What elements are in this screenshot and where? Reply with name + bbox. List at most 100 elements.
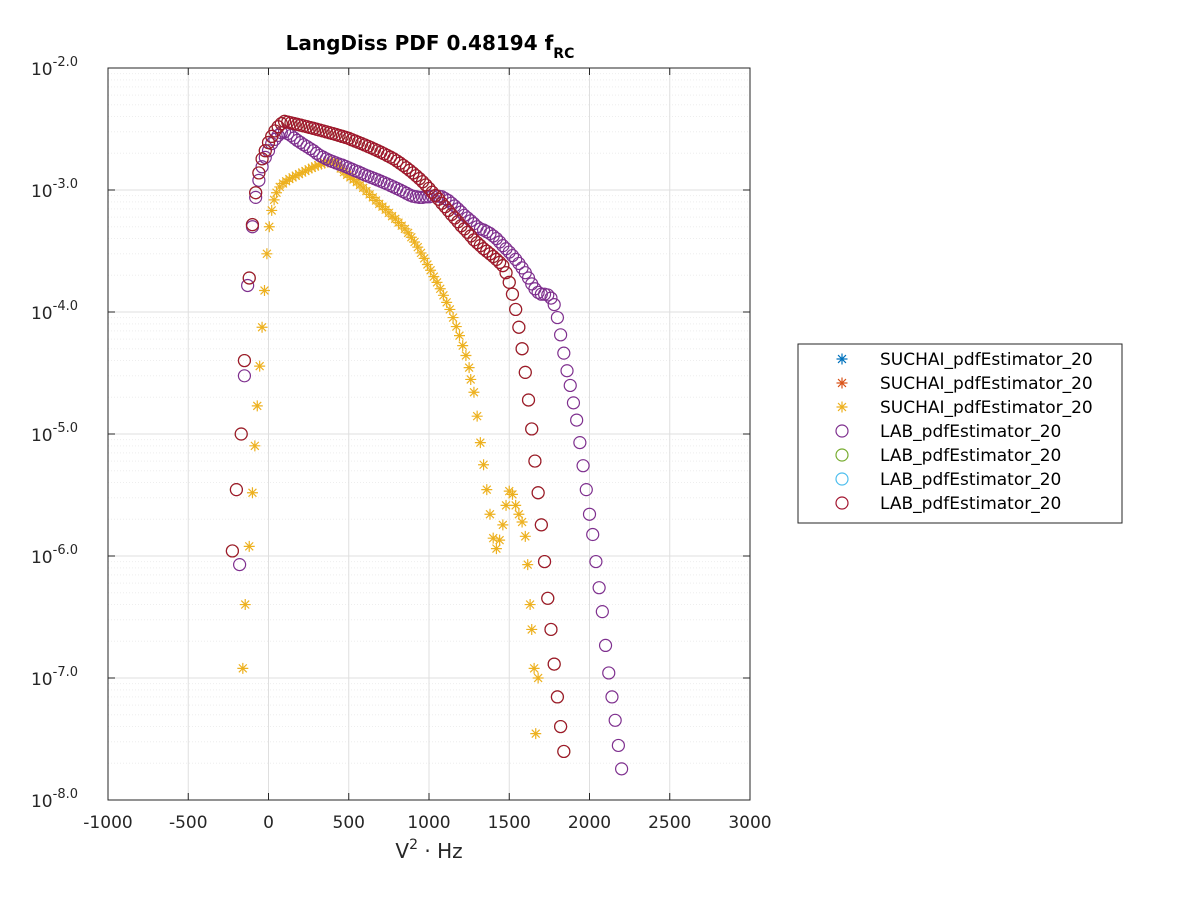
data-point — [502, 275, 516, 289]
data-point — [457, 340, 469, 352]
chart-title: LangDiss PDF 0.48194 fRC — [286, 31, 575, 62]
data-point — [573, 436, 587, 450]
data-point — [474, 437, 486, 449]
data-point — [516, 516, 528, 528]
y-tick-label: 10-7.0 — [31, 665, 78, 690]
data-point — [237, 662, 249, 674]
data-point — [294, 135, 308, 150]
data-point — [293, 168, 305, 180]
data-point — [463, 362, 475, 374]
data-point — [605, 690, 619, 704]
data-point — [471, 410, 483, 422]
data-point — [428, 271, 440, 283]
data-point — [237, 353, 252, 368]
data-point — [239, 599, 251, 611]
data-point — [258, 285, 270, 297]
data-point — [297, 138, 311, 152]
chart-title-main: LangDiss PDF 0.48194 f — [286, 31, 554, 55]
legend-entries: SUCHAI_pdfEstimator_20 SUCHAI_pdfEstimato… — [835, 350, 1093, 514]
data-point — [570, 413, 584, 427]
x-axis-label-suffix: · Hz — [418, 839, 463, 863]
data-point — [290, 133, 304, 148]
series-4 — [233, 125, 629, 776]
legend-entry: LAB_pdfEstimator_20 — [835, 446, 1061, 466]
data-point — [589, 554, 603, 569]
data-point — [283, 173, 295, 185]
data-point — [560, 364, 574, 378]
data-point — [296, 167, 308, 179]
data-point — [524, 599, 536, 611]
data-point — [243, 540, 255, 552]
data-point — [453, 330, 465, 342]
data-point — [299, 165, 311, 177]
legend-label: LAB_pdfEstimator_20 — [880, 470, 1061, 490]
data-point — [438, 200, 452, 214]
data-point — [450, 321, 462, 333]
data-point — [280, 175, 292, 187]
data-point — [233, 558, 247, 572]
data-point — [249, 190, 263, 204]
data-point — [513, 508, 525, 520]
data-point — [530, 728, 542, 740]
data-point — [576, 459, 590, 473]
data-point — [261, 248, 273, 260]
data-point — [547, 297, 561, 312]
x-tick-label: -500 — [169, 813, 208, 833]
data-point — [387, 152, 401, 166]
data-point — [428, 188, 443, 203]
data-point — [528, 662, 540, 674]
x-tick-label: 0 — [263, 813, 274, 833]
data-point — [532, 672, 544, 684]
y-tick-label: 10-4.0 — [31, 299, 78, 324]
x-tick-label: 3000 — [728, 813, 771, 833]
data-point — [402, 227, 414, 239]
data-point — [595, 605, 609, 619]
y-axis-ticks: 10-8.0 10-7.0 10-6.0 10-5.0 10-4.0 10-3.0 10-2… — [31, 55, 750, 812]
data-point — [550, 690, 565, 704]
data-point — [476, 223, 491, 237]
data-point — [434, 283, 446, 295]
data-point — [515, 342, 529, 356]
data-point — [256, 321, 268, 333]
data-point — [534, 287, 548, 301]
data-point — [251, 400, 263, 412]
data-point — [512, 256, 526, 271]
legend-label: SUCHAI_pdfEstimator_20 — [880, 398, 1093, 418]
x-tick-label: 2500 — [648, 813, 691, 833]
x-tick-label: 1000 — [407, 813, 450, 833]
data-point — [271, 128, 285, 143]
data-point — [582, 507, 597, 521]
data-point — [493, 255, 507, 270]
chart-title-subscript: RC — [553, 46, 574, 62]
data-point — [249, 440, 261, 452]
data-point — [525, 422, 539, 436]
x-axis-label-superscript: 2 — [409, 837, 418, 853]
y-tick-label: 10-8.0 — [31, 787, 78, 812]
legend-marker — [835, 472, 849, 486]
data-point — [229, 483, 243, 497]
data-point — [418, 252, 430, 264]
data-point — [554, 328, 568, 342]
legend-marker — [835, 496, 849, 510]
data-point — [554, 719, 568, 734]
data-point — [534, 518, 548, 532]
data-point — [509, 252, 523, 266]
data-point — [225, 544, 239, 558]
data-point — [258, 144, 272, 158]
data-point — [277, 178, 289, 190]
data-point — [412, 190, 426, 204]
plot-area: -1000 -500 0 500 1000 1500 2000 2500 3000 10-8.0… — [31, 55, 772, 833]
data-point — [521, 393, 536, 407]
data-point — [263, 221, 275, 233]
data-point — [237, 369, 252, 383]
data-point — [255, 152, 269, 166]
data-point — [526, 623, 538, 635]
data-point — [544, 291, 558, 305]
legend-marker — [836, 353, 848, 365]
series-layer — [225, 114, 629, 776]
legend-entry: SUCHAI_pdfEstimator_20 — [836, 350, 1093, 370]
data-point — [468, 386, 480, 398]
y-tick-label: 10-3.0 — [31, 177, 78, 202]
data-point — [344, 171, 356, 183]
data-point — [500, 499, 512, 511]
